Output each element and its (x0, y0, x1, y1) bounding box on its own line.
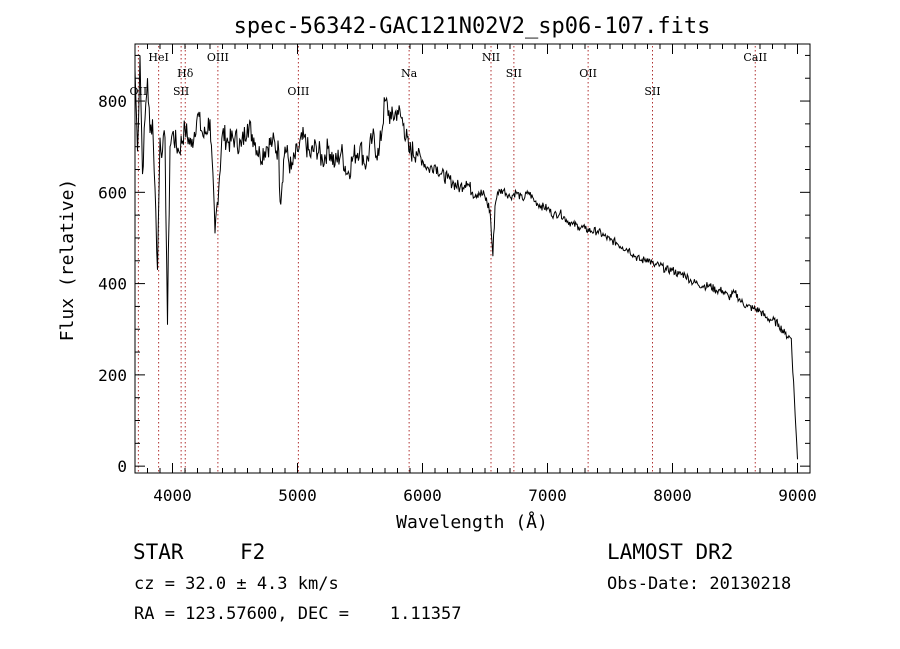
y-tick-label: 400 (98, 275, 127, 294)
y-tick-label: 600 (98, 183, 127, 202)
plot-frame (134, 43, 811, 474)
x-tick-label: 4000 (153, 486, 192, 505)
spectral-line-label: NII (482, 51, 500, 64)
x-tick-label: 9000 (778, 486, 817, 505)
x-tick-label: 5000 (278, 486, 317, 505)
spectral-line-label: OII (579, 67, 597, 80)
spectral-line-label: SII (173, 85, 189, 98)
object-subclass: F2 (240, 540, 266, 564)
survey-name: LAMOST DR2 (607, 540, 734, 564)
spectral-line-label: Hδ (177, 67, 194, 80)
spectral-line-label: SII (644, 85, 660, 98)
y-axis-label: Flux (relative) (57, 179, 78, 342)
y-tick-label: 200 (98, 366, 127, 385)
spectral-line-label: OIII (287, 85, 309, 98)
redshift-value: cz = 32.0 ± 4.3 km/s (134, 574, 339, 594)
axes: 4000 5000 6000 7000 8000 9000 0 200 400 600 800 (98, 44, 817, 505)
spectral-line-markers: OII HeI Hδ SII OIII OIII Na NII SII OII SII CaII (130, 46, 767, 473)
y-tick-label: 0 (117, 457, 127, 476)
coordinates: RA = 123.57600, DEC = 1.11357 (134, 604, 462, 624)
x-tick-label: 7000 (528, 486, 567, 505)
x-tick-label: 8000 (653, 486, 692, 505)
spectral-line-label: OIII (207, 51, 229, 64)
object-type: STAR (133, 540, 184, 564)
spectral-line-label: Na (401, 67, 418, 80)
x-tick-label: 6000 (403, 486, 442, 505)
spectral-line-label: SII (506, 67, 522, 80)
spectral-line-label: HeI (148, 51, 168, 64)
spectrum-series-line (135, 55, 798, 460)
chart-title: spec-56342-GAC121N02V2_sp06-107.fits (234, 14, 711, 39)
spectral-line-label: OII (130, 85, 148, 98)
x-axis-label: Wavelength (Å) (396, 511, 548, 533)
observation-date: Obs-Date: 20130218 (607, 574, 792, 594)
spectral-line-label: CaII (743, 51, 767, 64)
y-tick-label: 800 (98, 92, 127, 111)
